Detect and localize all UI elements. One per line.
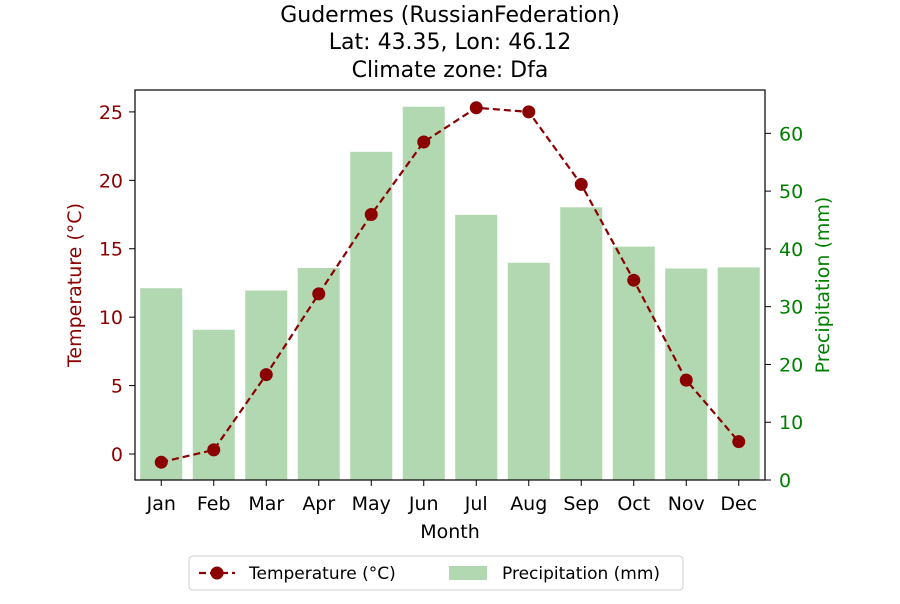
x-tick-label-may: May [352,493,391,515]
precipitation-bar-apr [297,267,340,480]
x-tick-label-oct: Oct [617,493,650,515]
precipitation-bar-jun [402,106,445,480]
y-right-tick-label-30: 30 [779,297,803,319]
temperature-point-may [364,208,378,222]
chart-title: Gudermes (RussianFederation) Lat: 43.35,… [280,3,620,83]
precipitation-bar-sep [560,207,603,481]
y-axis-right: 0 10 20 30 40 50 60 [765,123,803,492]
x-tick-label-feb: Feb [197,493,231,515]
y-right-tick-label-10: 10 [779,412,803,434]
temperature-point-jul [469,101,483,115]
temperature-point-jan [154,455,168,469]
y-right-tick-label-40: 40 [779,239,803,261]
title-line-3: Climate zone: Dfa [352,58,549,83]
precipitation-bar-may [350,151,393,481]
legend-temperature-swatch-marker [210,566,224,580]
temperature-point-mar [259,368,273,382]
temperature-line [154,101,746,469]
temperature-point-aug [522,105,536,119]
x-axis: Jan Feb Mar Apr May Jun Jul Aug Sep Oct Nov Dec [146,480,757,515]
y-right-tick-label-60: 60 [779,123,803,145]
y-right-tick-label-20: 20 [779,354,803,376]
temperature-point-nov [679,373,693,387]
x-tick-label-jun: Jun [408,493,439,515]
precipitation-bars [140,106,760,481]
precipitation-bar-jul [455,214,498,481]
legend: Temperature (°C) Precipitation (mm) [188,555,684,591]
temperature-point-dec [732,435,746,449]
temperature-point-feb [207,443,221,457]
title-line-1: Gudermes (RussianFederation) [280,3,620,28]
y-left-tick-label-15: 15 [99,239,123,261]
y-axis-left: 0 5 10 15 20 25 [99,102,135,466]
precipitation-bar-feb [192,329,235,480]
precipitation-bar-mar [245,290,288,480]
y-left-tick-label-25: 25 [99,102,123,124]
title-line-2: Lat: 43.35, Lon: 46.12 [329,30,571,55]
legend-precipitation-label: Precipitation (mm) [502,564,660,584]
plot-area-frame [134,89,766,481]
temperature-line-path [160,106,740,464]
y-right-tick-label-50: 50 [779,181,803,203]
x-tick-label-nov: Nov [668,493,705,515]
temperature-point-jun [417,135,431,149]
y-axis-right-label: Precipitation (mm) [812,197,834,374]
y-left-tick-label-5: 5 [111,376,123,398]
legend-frame [188,555,684,591]
x-tick-label-apr: Apr [302,493,335,515]
y-right-tick-label-0: 0 [779,470,791,492]
y-left-tick-label-0: 0 [111,444,123,466]
x-tick-label-aug: Aug [510,493,547,515]
y-left-tick-label-20: 20 [99,170,123,192]
x-tick-label-sep: Sep [563,493,599,515]
precipitation-bar-jan [140,288,183,480]
temperature-point-oct [627,273,641,287]
x-tick-label-jan: Jan [146,493,176,515]
temperature-point-apr [312,287,326,301]
temperature-point-sep [574,177,588,191]
legend-precipitation-swatch [449,566,487,580]
x-tick-label-jul: Jul [464,493,488,515]
precipitation-bar-aug [507,262,550,480]
y-left-tick-label-10: 10 [99,307,123,329]
x-tick-label-mar: Mar [248,493,284,515]
x-axis-label: Month [420,521,480,543]
x-tick-label-dec: Dec [720,493,757,515]
legend-temperature-label: Temperature (°C) [248,564,396,584]
y-axis-left-label: Temperature (°C) [64,203,86,368]
